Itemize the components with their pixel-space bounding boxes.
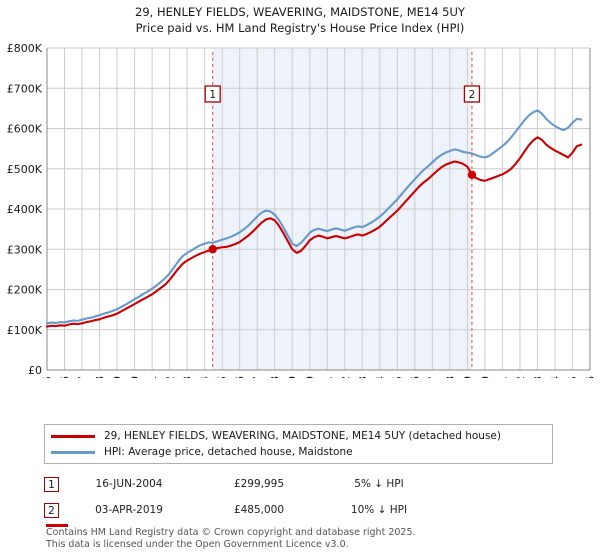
x-axis-tick-label: 2012	[339, 376, 352, 378]
x-axis-tick-label: 2022	[514, 376, 527, 378]
x-axis-tick-label: 2007	[251, 376, 264, 378]
sale-hpi-delta-2: 10% ↓ HPI	[350, 504, 408, 516]
sale-marker-box[interactable]	[204, 85, 221, 103]
x-axis-tick-label: 2005	[216, 376, 229, 378]
x-axis-tick-label: 2015	[391, 376, 404, 378]
sale-marker-box[interactable]	[463, 85, 481, 103]
x-axis-tick-label: 1998	[94, 376, 107, 378]
sales-table: 1 16-JUN-2004 £299,995 5% ↓ HPI 2 03-APR…	[44, 471, 474, 523]
y-axis-tick-label: £500K	[7, 163, 43, 176]
sale-price-2: £485,000	[233, 504, 285, 516]
x-axis-tick-label: 2023	[531, 376, 544, 378]
x-axis-tick-label: 1996	[59, 376, 72, 378]
x-axis-tick-label: 2021	[496, 376, 509, 378]
legend-item-hpi: HPI: Average price, detached house, Maid…	[51, 444, 546, 460]
footer-line-2: This data is licensed under the Open Gov…	[46, 538, 349, 550]
legend-item-price-paid: 29, HENLEY FIELDS, WEAVERING, MAIDSTONE,…	[51, 428, 546, 444]
sale-marker-label: 1	[209, 89, 216, 101]
sale-hpi-delta-1: 5% ↓ HPI	[354, 478, 404, 490]
y-axis-tick-label: £600K	[7, 123, 43, 136]
sale-marker-badge-2: 2	[44, 502, 59, 518]
legend-swatch-price-paid	[51, 434, 95, 438]
legend-label-hpi: HPI: Average price, detached house, Maid…	[104, 446, 353, 458]
sale-marker-label: 2	[469, 89, 476, 101]
x-axis-tick-label: 2019	[461, 376, 474, 378]
x-axis-tick-label: 2018	[444, 376, 457, 378]
table-row: 2 03-APR-2019 £485,000 10% ↓ HPI	[44, 497, 474, 523]
chart-area: £0 £100K £200K £300K £400K £500K £600K £700K £80…	[0, 38, 600, 378]
x-axis-tick-label: 2004	[199, 376, 212, 378]
sale-price-1: £299,995	[233, 478, 285, 490]
y-axis-tick-label: £0	[28, 364, 42, 377]
x-axis-tick-label: 1999	[111, 376, 124, 378]
title-line-1: 29, HENLEY FIELDS, WEAVERING, MAIDSTONE,…	[135, 5, 465, 19]
y-axis-tick-label: £100K	[7, 324, 43, 337]
series-price-paid	[45, 136, 583, 328]
x-axis-tick-label: 2011	[321, 376, 334, 378]
x-axis-tick-label: 2016	[409, 376, 422, 378]
y-axis-tick-label: £400K	[7, 203, 43, 216]
x-axis-tick-label: 2020	[479, 376, 492, 378]
legend-swatch-hpi	[51, 450, 95, 454]
y-axis-tick-label: £200K	[7, 284, 43, 297]
x-axis-tick-label: 2013	[356, 376, 369, 378]
table-row: 1 16-JUN-2004 £299,995 5% ↓ HPI	[44, 471, 474, 497]
x-axis-tick-label: 2002	[164, 376, 177, 378]
chart-legend: 29, HENLEY FIELDS, WEAVERING, MAIDSTONE,…	[44, 424, 553, 464]
sale-data-point[interactable]	[208, 245, 217, 254]
y-axis-tick-label: £300K	[7, 243, 43, 256]
footer-attribution: Contains HM Land Registry data © Crown c…	[46, 527, 586, 550]
footer-rule	[46, 524, 68, 527]
legend-label-price-paid: 29, HENLEY FIELDS, WEAVERING, MAIDSTONE,…	[104, 430, 501, 442]
sale-date-1: 16-JUN-2004	[95, 478, 163, 490]
x-axis-tick-label: 2003	[181, 376, 194, 378]
x-axis-tick-label: 2025	[566, 376, 579, 378]
y-axis-tick-label: £800K	[7, 42, 43, 55]
x-axis-tick-label: 2001	[146, 376, 159, 378]
x-axis-tick-label: 1995	[41, 376, 54, 378]
y-axis-tick-label: £700K	[7, 82, 43, 95]
chart-svg: £0 £100K £200K £300K £400K £500K £600K £700K £80…	[7, 42, 597, 378]
footer-line-1: Contains HM Land Registry data © Crown c…	[46, 527, 416, 538]
x-axis-tick-label: 2017	[426, 376, 439, 378]
x-axis-tick-label: 2010	[304, 376, 317, 378]
sale-data-point[interactable]	[467, 170, 477, 179]
page-title: 29, HENLEY FIELDS, WEAVERING, MAIDSTONE,…	[0, 4, 600, 36]
x-axis-tick-label: 2000	[129, 376, 142, 378]
series-hpi	[45, 109, 583, 325]
x-axis-tick-label: 2014	[374, 376, 387, 378]
x-axis-tick-label: 2009	[286, 376, 299, 378]
x-axis-tick-label: 2026	[584, 376, 597, 378]
x-axis-tick-label: 2006	[234, 376, 247, 378]
x-axis-tick-label: 2008	[269, 376, 282, 378]
x-axis-tick-label: 2024	[549, 376, 562, 378]
sale-marker-badge-1: 1	[44, 476, 59, 492]
x-axis-tick-label: 1997	[76, 376, 89, 378]
sale-date-2: 03-APR-2019	[95, 504, 163, 516]
title-line-2: Price paid vs. HM Land Registry's House …	[135, 21, 465, 35]
